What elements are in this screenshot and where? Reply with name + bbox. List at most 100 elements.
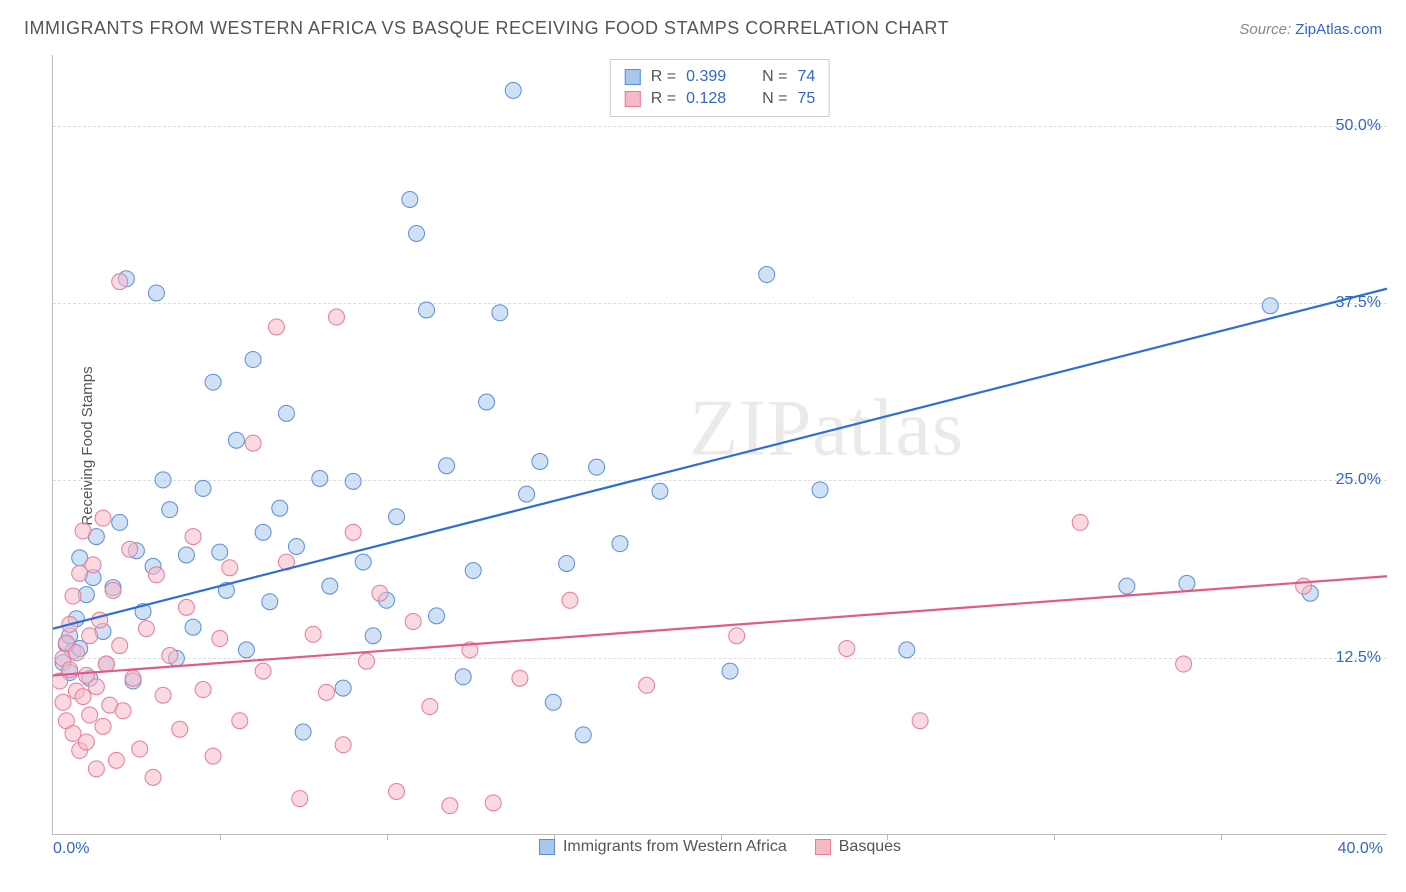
legend-swatch-series-0 bbox=[625, 69, 641, 85]
scatter-point-basques bbox=[372, 585, 388, 601]
scatter-point-basques bbox=[512, 670, 528, 686]
legend-label-series-1: Basques bbox=[839, 838, 901, 856]
r-value-series-0: 0.399 bbox=[686, 68, 742, 86]
scatter-point-western_africa bbox=[1179, 575, 1195, 591]
scatter-point-basques bbox=[98, 656, 114, 672]
scatter-point-western_africa bbox=[532, 454, 548, 470]
scatter-point-basques bbox=[639, 677, 655, 693]
scatter-point-western_africa bbox=[759, 267, 775, 283]
scatter-point-western_africa bbox=[429, 608, 445, 624]
scatter-point-western_africa bbox=[195, 480, 211, 496]
scatter-point-basques bbox=[255, 663, 271, 679]
scatter-point-basques bbox=[185, 529, 201, 545]
scatter-point-western_africa bbox=[652, 483, 668, 499]
scatter-point-basques bbox=[345, 524, 361, 540]
scatter-point-western_africa bbox=[112, 514, 128, 530]
legend-item-series-1: Basques bbox=[815, 838, 901, 856]
scatter-point-basques bbox=[115, 703, 131, 719]
source-prefix: Source: bbox=[1239, 21, 1295, 38]
scatter-point-basques bbox=[422, 699, 438, 715]
scatter-point-western_africa bbox=[272, 500, 288, 516]
scatter-point-basques bbox=[88, 761, 104, 777]
scatter-point-western_africa bbox=[899, 642, 915, 658]
scatter-point-basques bbox=[335, 737, 351, 753]
scatter-point-basques bbox=[839, 640, 855, 656]
source-attribution: Source: ZipAtlas.com bbox=[1239, 21, 1382, 38]
scatter-point-basques bbox=[82, 628, 98, 644]
scatter-point-basques bbox=[245, 435, 261, 451]
scatter-point-basques bbox=[729, 628, 745, 644]
scatter-point-western_africa bbox=[519, 486, 535, 502]
scatter-point-western_africa bbox=[255, 524, 271, 540]
x-axis-min-label: 0.0% bbox=[53, 840, 89, 858]
scatter-point-basques bbox=[268, 319, 284, 335]
scatter-point-western_africa bbox=[505, 82, 521, 98]
plot-area: ZIPatlas R = 0.399 N = 74 R = 0.128 N = … bbox=[52, 55, 1387, 835]
scatter-point-western_africa bbox=[228, 432, 244, 448]
scatter-point-western_africa bbox=[295, 724, 311, 740]
scatter-point-western_africa bbox=[365, 628, 381, 644]
scatter-point-western_africa bbox=[322, 578, 338, 594]
scatter-point-basques bbox=[95, 510, 111, 526]
scatter-point-western_africa bbox=[1262, 298, 1278, 314]
scatter-point-western_africa bbox=[389, 509, 405, 525]
scatter-point-western_africa bbox=[185, 619, 201, 635]
scatter-point-western_africa bbox=[1119, 578, 1135, 594]
scatter-point-basques bbox=[112, 274, 128, 290]
source-link[interactable]: ZipAtlas.com bbox=[1295, 21, 1382, 38]
scatter-point-western_africa bbox=[492, 305, 508, 321]
scatter-point-western_africa bbox=[355, 554, 371, 570]
scatter-point-basques bbox=[485, 795, 501, 811]
scatter-point-basques bbox=[389, 784, 405, 800]
scatter-point-basques bbox=[442, 798, 458, 814]
scatter-point-basques bbox=[155, 687, 171, 703]
scatter-point-basques bbox=[85, 557, 101, 573]
scatter-point-western_africa bbox=[312, 471, 328, 487]
n-value-series-0: 74 bbox=[797, 68, 815, 86]
x-tick bbox=[1054, 834, 1055, 840]
scatter-point-basques bbox=[125, 670, 141, 686]
scatter-point-basques bbox=[65, 588, 81, 604]
legend-swatch-bottom-0 bbox=[539, 839, 555, 855]
x-tick bbox=[387, 834, 388, 840]
scatter-point-western_africa bbox=[205, 374, 221, 390]
scatter-point-western_africa bbox=[575, 727, 591, 743]
scatter-point-basques bbox=[108, 752, 124, 768]
legend-swatch-bottom-1 bbox=[815, 839, 831, 855]
scatter-point-western_africa bbox=[155, 472, 171, 488]
scatter-point-basques bbox=[1176, 656, 1192, 672]
scatter-point-basques bbox=[95, 718, 111, 734]
scatter-point-western_africa bbox=[589, 459, 605, 475]
scatter-point-basques bbox=[292, 791, 308, 807]
scatter-point-western_africa bbox=[178, 547, 194, 563]
scatter-point-basques bbox=[178, 599, 194, 615]
scatter-point-basques bbox=[222, 560, 238, 576]
legend-row-series-1: R = 0.128 N = 75 bbox=[625, 88, 815, 110]
scatter-point-western_africa bbox=[455, 669, 471, 685]
scatter-point-western_africa bbox=[559, 555, 575, 571]
scatter-svg bbox=[53, 55, 1387, 834]
scatter-point-basques bbox=[122, 541, 138, 557]
scatter-point-basques bbox=[405, 614, 421, 630]
scatter-point-basques bbox=[562, 592, 578, 608]
scatter-point-western_africa bbox=[479, 394, 495, 410]
scatter-point-basques bbox=[75, 523, 91, 539]
scatter-point-basques bbox=[162, 648, 178, 664]
scatter-point-western_africa bbox=[238, 642, 254, 658]
scatter-point-western_africa bbox=[278, 405, 294, 421]
legend-row-series-0: R = 0.399 N = 74 bbox=[625, 66, 815, 88]
x-tick bbox=[220, 834, 221, 840]
scatter-point-basques bbox=[75, 689, 91, 705]
legend-swatch-series-1 bbox=[625, 91, 641, 107]
scatter-point-western_africa bbox=[288, 538, 304, 554]
scatter-point-western_africa bbox=[262, 594, 278, 610]
scatter-point-basques bbox=[68, 645, 84, 661]
correlation-legend: R = 0.399 N = 74 R = 0.128 N = 75 bbox=[610, 59, 830, 117]
scatter-point-western_africa bbox=[148, 285, 164, 301]
scatter-point-basques bbox=[318, 684, 334, 700]
scatter-point-basques bbox=[212, 631, 228, 647]
scatter-point-western_africa bbox=[465, 563, 481, 579]
n-label: N = bbox=[762, 90, 787, 108]
n-value-series-1: 75 bbox=[797, 90, 815, 108]
chart-title: IMMIGRANTS FROM WESTERN AFRICA VS BASQUE… bbox=[24, 18, 949, 39]
